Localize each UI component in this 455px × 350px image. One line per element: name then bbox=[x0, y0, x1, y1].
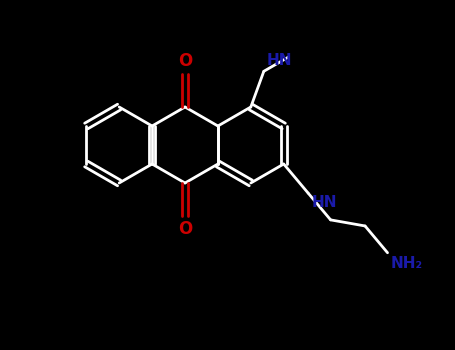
Text: HN: HN bbox=[311, 195, 337, 210]
Text: O: O bbox=[178, 220, 192, 238]
Text: O: O bbox=[178, 51, 192, 70]
Text: HN: HN bbox=[267, 53, 292, 68]
Text: NH₂: NH₂ bbox=[390, 256, 423, 271]
